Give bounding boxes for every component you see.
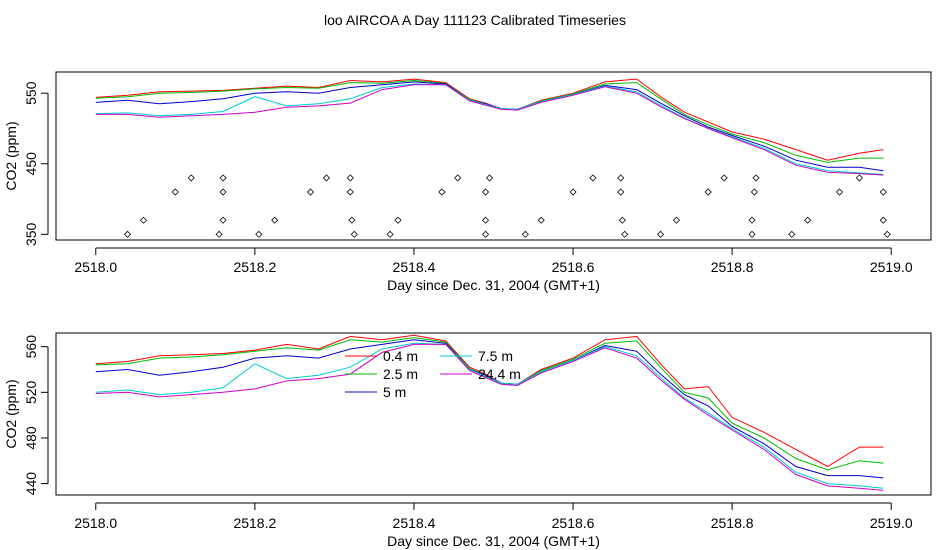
marker-point <box>219 174 227 182</box>
marker-point <box>883 230 891 238</box>
y-tick-label: 350 <box>23 222 39 246</box>
marker-point <box>589 174 597 182</box>
panel-2: 2518.0 2518.2 2518.4 2518.6 2518.8 2519.0 440 4… <box>3 332 932 549</box>
x-tick-label: 2518.2 <box>233 515 276 531</box>
marker-point <box>672 216 681 224</box>
x-tick-label: 2518.0 <box>74 259 117 275</box>
marker-point <box>171 188 179 196</box>
marker-point <box>621 230 629 238</box>
y-tick-label: 560 <box>23 335 39 359</box>
legend-label: 0.4 m <box>383 348 418 364</box>
marker-point <box>750 188 758 196</box>
marker-point <box>215 230 223 238</box>
marker-point <box>219 188 227 196</box>
series-line-4 <box>95 342 884 489</box>
marker-point <box>804 216 812 224</box>
plot-frame <box>55 71 932 241</box>
x-tick-label: 2518.2 <box>233 259 276 275</box>
y-tick-label: 440 <box>23 472 39 496</box>
marker-point <box>569 188 577 196</box>
marker-point <box>537 216 545 224</box>
marker-point <box>788 230 796 238</box>
plot-frame <box>55 332 932 496</box>
marker-point <box>187 174 195 182</box>
marker-point <box>350 230 358 238</box>
marker-point <box>835 188 844 196</box>
marker-point <box>346 188 354 196</box>
marker-point <box>481 230 490 238</box>
marker-point <box>879 188 887 196</box>
legend-label: 2.5 m <box>383 366 418 382</box>
y-tick-label: 520 <box>23 380 39 404</box>
x-tick-label: 2519.0 <box>870 515 913 531</box>
legend-label: 24.4 m <box>478 366 521 382</box>
marker-point <box>855 174 863 182</box>
series-line-3 <box>95 81 884 172</box>
marker-point <box>394 216 402 224</box>
marker-point <box>348 216 356 224</box>
marker-point <box>346 174 354 182</box>
x-tick-label: 2518.4 <box>393 259 436 275</box>
figure-title: loo AIRCOA A Day 111123 Calibrated Times… <box>324 12 626 28</box>
y-tick-label: 450 <box>23 152 39 176</box>
y-axis-label: CO2 (ppm) <box>3 121 19 190</box>
y-axis-label: CO2 (ppm) <box>3 379 19 448</box>
x-tick-label: 2518.6 <box>552 259 595 275</box>
marker-point <box>485 174 494 182</box>
marker-point <box>139 216 148 224</box>
marker-point <box>752 174 760 182</box>
y-tick-label: 550 <box>23 81 39 105</box>
series-line-5 <box>95 343 884 491</box>
marker-point <box>481 188 490 196</box>
marker-point <box>438 188 446 196</box>
marker-point <box>748 216 756 224</box>
x-tick-label: 2518.8 <box>711 515 754 531</box>
legend-label: 7.5 m <box>478 348 513 364</box>
series-line-5 <box>95 84 884 176</box>
marker-point <box>454 174 462 182</box>
marker-point <box>481 216 490 224</box>
marker-point <box>521 230 529 238</box>
marker-point <box>219 216 227 224</box>
marker-point <box>704 188 712 196</box>
marker-point <box>617 188 625 196</box>
legend-label: 5 m <box>383 384 406 400</box>
marker-point <box>748 230 756 238</box>
marker-point <box>271 216 279 224</box>
x-tick-label: 2518.8 <box>711 259 754 275</box>
series-line-4 <box>95 83 884 175</box>
marker-point <box>322 174 331 182</box>
marker-point <box>618 216 626 224</box>
x-axis-label: Day since Dec. 31, 2004 (GMT+1) <box>387 277 600 293</box>
x-tick-label: 2518.0 <box>74 515 117 531</box>
x-tick-label: 2518.4 <box>393 515 436 531</box>
marker-point <box>656 230 665 238</box>
marker-point <box>720 174 728 182</box>
marker-point <box>879 216 887 224</box>
y-tick-label: 480 <box>23 426 39 450</box>
x-tick-label: 2519.0 <box>870 259 913 275</box>
marker-point <box>617 174 625 182</box>
panel-1: 2518.0 2518.2 2518.4 2518.6 2518.8 2519.0 350 4… <box>3 71 932 293</box>
marker-point <box>306 188 315 196</box>
marker-point <box>255 230 263 238</box>
x-tick-label: 2518.6 <box>552 515 595 531</box>
x-axis-label: Day since Dec. 31, 2004 (GMT+1) <box>387 533 600 549</box>
marker-point <box>124 230 132 238</box>
marker-point <box>386 230 394 238</box>
